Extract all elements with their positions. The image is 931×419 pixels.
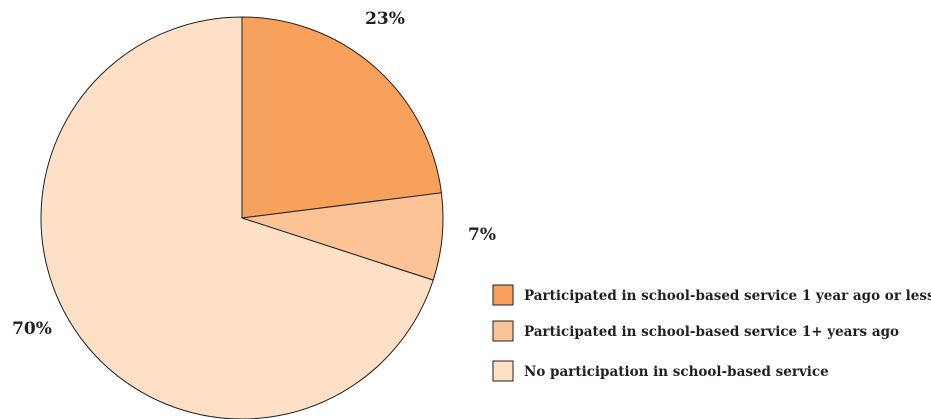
legend-label-1: Participated in school-based service 1+ … [524,324,899,340]
legend-label-2: No participation in school-based service [524,364,829,380]
legend-label-0: Participated in school-based service 1 y… [524,288,931,304]
pie-slices [40,16,444,419]
pie-slice-0 [241,16,442,219]
slice-label-2: 70% [12,319,52,339]
slice-label-1: 7% [468,225,496,245]
slice-label-0: 23% [365,9,405,29]
pie-slice-2 [40,16,434,419]
legend-swatch-2 [492,360,514,382]
legend-item-2: No participation in school-based service [492,360,829,382]
legend-swatch-0 [492,284,514,306]
legend: Participated in school-based service 1 y… [492,284,931,382]
slice-value-labels: 23% 7% 70% [12,9,496,339]
legend-swatch-1 [492,320,514,342]
legend-item-0: Participated in school-based service 1 y… [492,284,931,306]
legend-item-1: Participated in school-based service 1+ … [492,320,899,342]
